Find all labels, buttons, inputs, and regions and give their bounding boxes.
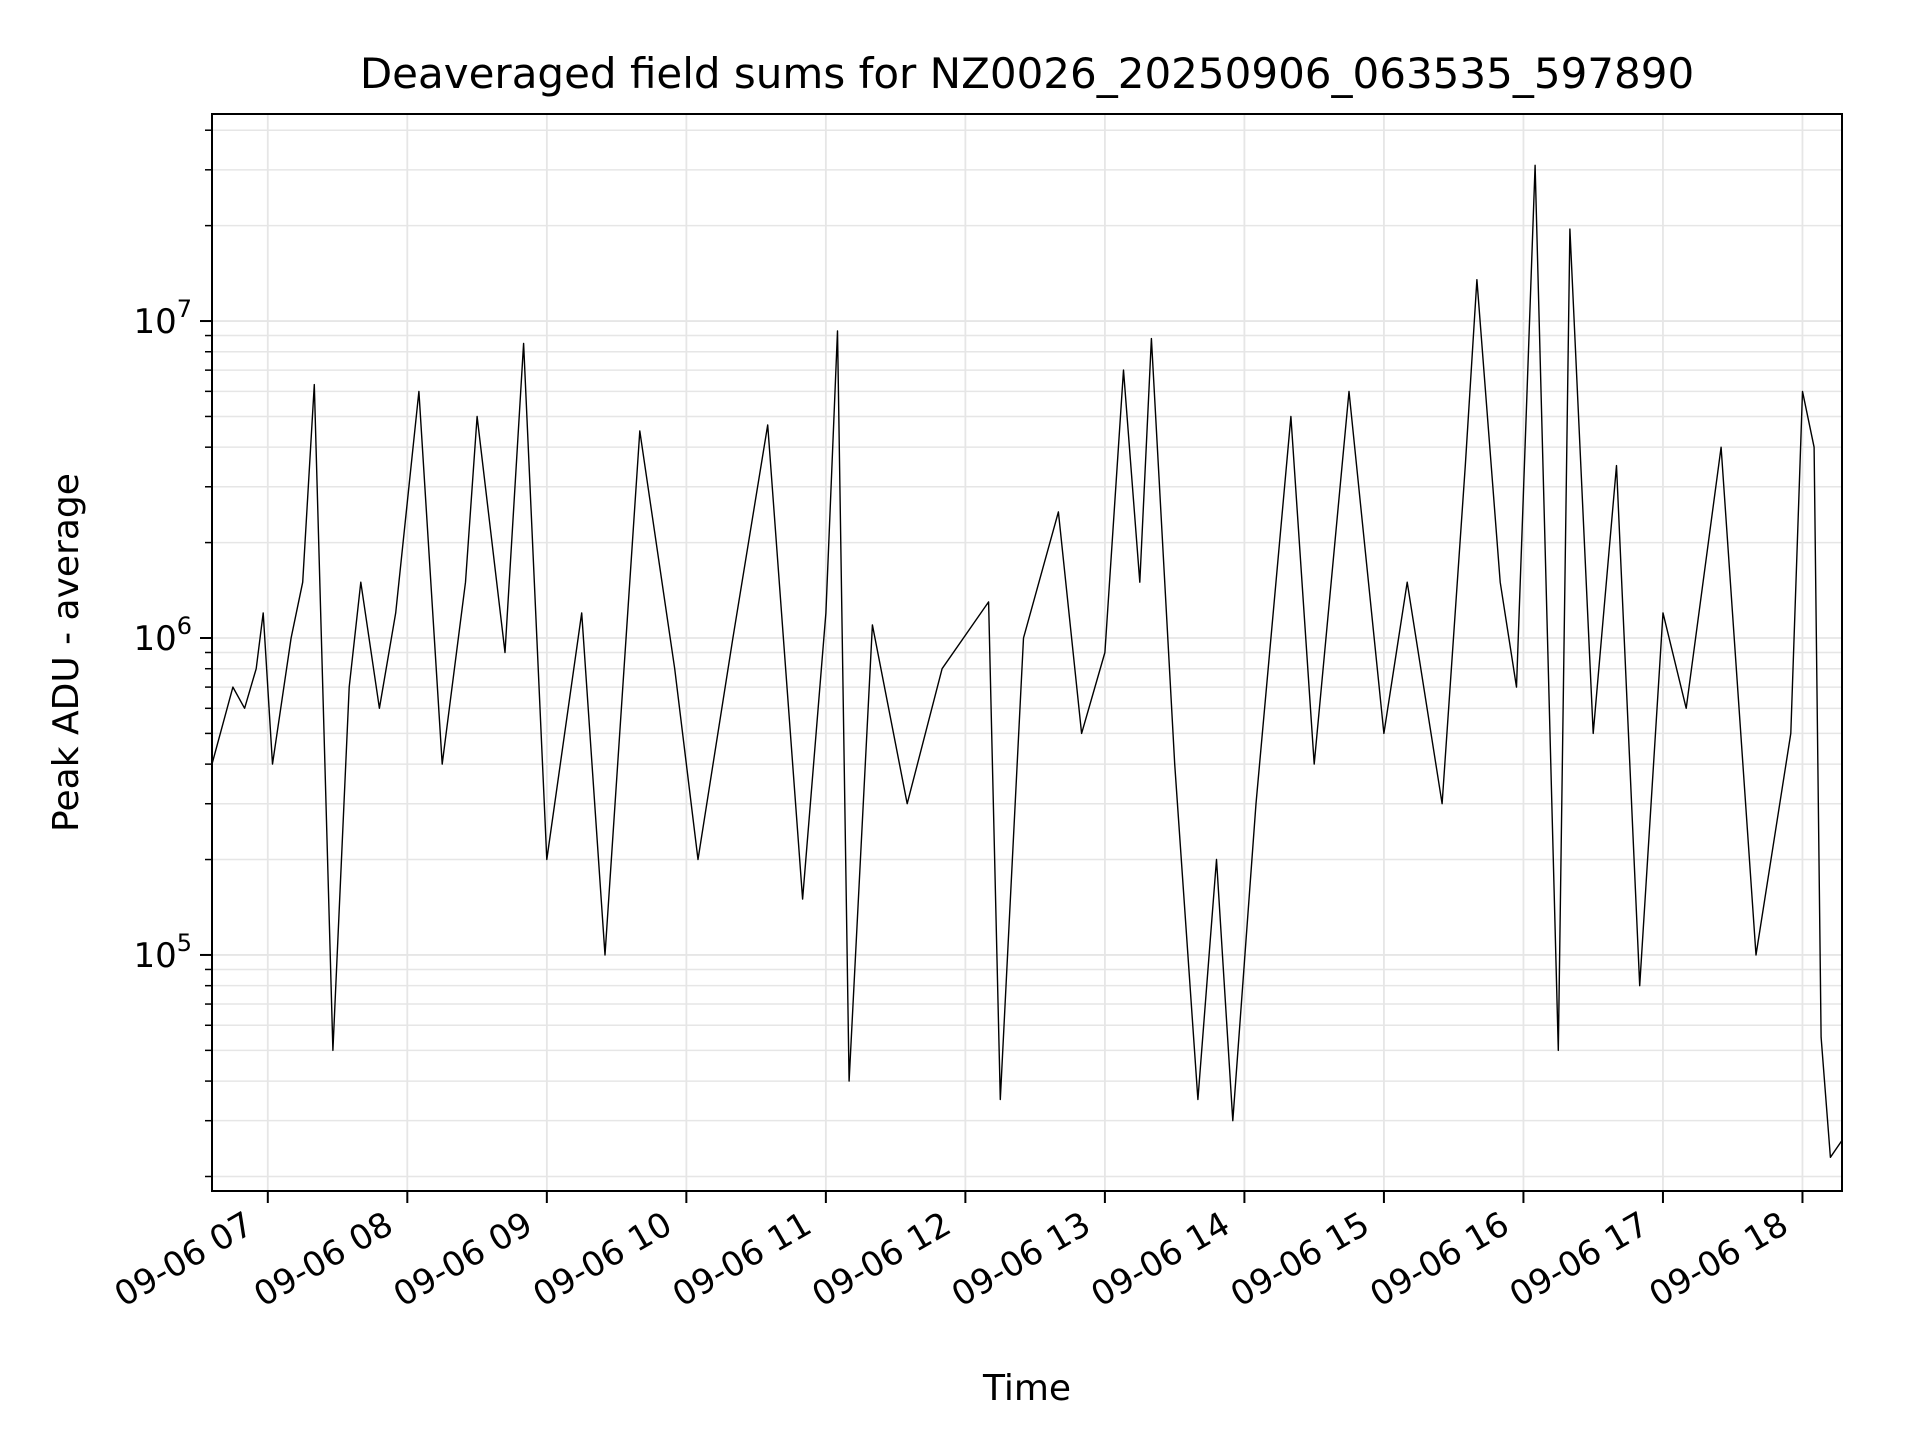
x-tick-label: 09-06 17 xyxy=(1503,1204,1655,1315)
x-tick-label: 09-06 14 xyxy=(1085,1204,1237,1315)
data-series xyxy=(211,164,1843,1158)
x-tick-label: 09-06 12 xyxy=(805,1204,957,1315)
x-tick-label: 09-06 11 xyxy=(666,1204,818,1315)
y-axis-label: Peak ADU - average xyxy=(46,473,87,832)
x-axis-label: Time xyxy=(982,1368,1071,1409)
x-tick-label: 09-06 08 xyxy=(247,1204,399,1315)
x-tick-label: 09-06 10 xyxy=(526,1204,678,1315)
x-tick-label: 09-06 15 xyxy=(1224,1204,1376,1315)
series-line xyxy=(211,164,1843,1158)
x-tick-label: 09-06 18 xyxy=(1643,1204,1795,1315)
y-tick-label: 105 xyxy=(133,929,192,976)
y-tick-label: 106 xyxy=(133,612,192,659)
x-tick-label: 09-06 09 xyxy=(387,1204,539,1315)
grid xyxy=(212,114,1842,1191)
y-tick-label: 107 xyxy=(133,295,192,342)
x-tick-label: 09-06 13 xyxy=(945,1204,1097,1315)
chart-title: Deaveraged field sums for NZ0026_2025090… xyxy=(360,49,1694,98)
x-tick-label: 09-06 07 xyxy=(108,1204,260,1315)
x-tick-label: 09-06 16 xyxy=(1364,1204,1516,1315)
